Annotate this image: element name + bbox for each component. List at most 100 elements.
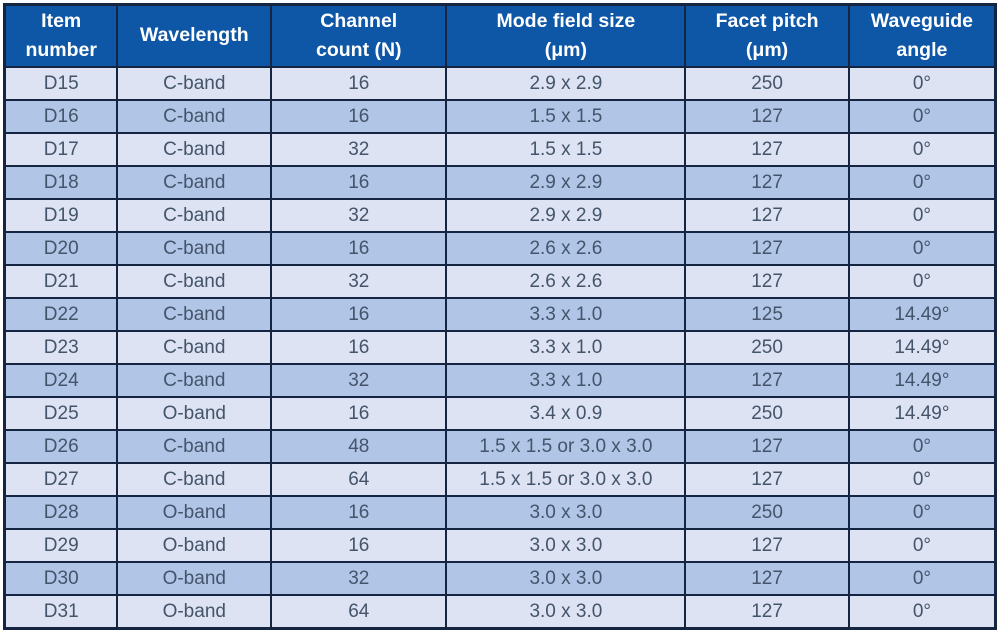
wavelength-cell: C-band bbox=[116, 297, 273, 332]
item-number-cell: D27 bbox=[3, 462, 119, 497]
waveguide-angle-cell: 14.49° bbox=[847, 396, 997, 431]
waveguide-angle-cell: 0° bbox=[847, 99, 997, 134]
facet-pitch-cell: 250 bbox=[684, 330, 850, 365]
facet-pitch-cell: 125 bbox=[684, 297, 850, 332]
header-line: Wavelength bbox=[139, 24, 249, 47]
header-line: (μm) bbox=[544, 39, 588, 61]
channel-count-cell: 16 bbox=[270, 528, 448, 563]
item-number-cell: D19 bbox=[3, 198, 119, 233]
channel-count-cell: 16 bbox=[270, 231, 448, 266]
wavelength-cell: O-band bbox=[116, 495, 273, 530]
col-header-mode-field-size: Mode field size (μm) bbox=[445, 3, 687, 68]
waveguide-angle-cell: 0° bbox=[847, 66, 997, 101]
mode-field-size-cell: 2.9 x 2.9 bbox=[445, 165, 687, 200]
waveguide-angle-cell: 0° bbox=[847, 165, 997, 200]
item-number-cell: D28 bbox=[3, 495, 119, 530]
waveguide-angle-cell: 0° bbox=[847, 462, 997, 497]
facet-pitch-cell: 127 bbox=[684, 429, 850, 464]
waveguide-angle-cell: 0° bbox=[847, 132, 997, 167]
channel-count-cell: 16 bbox=[270, 495, 448, 530]
facet-pitch-cell: 127 bbox=[684, 528, 850, 563]
item-number-cell: D29 bbox=[3, 528, 119, 563]
wavelength-cell: C-band bbox=[116, 165, 273, 200]
item-number-cell: D18 bbox=[3, 165, 119, 200]
channel-count-cell: 32 bbox=[270, 264, 448, 299]
wavelength-cell: C-band bbox=[116, 363, 273, 398]
col-header-facet-pitch: Facet pitch (μm) bbox=[684, 3, 850, 68]
table-row: D18 C-band 16 2.9 x 2.9 127 0° bbox=[3, 165, 997, 200]
mode-field-size-cell: 3.0 x 3.0 bbox=[445, 528, 687, 563]
mode-field-size-cell: 2.6 x 2.6 bbox=[445, 231, 687, 266]
waveguide-angle-cell: 0° bbox=[847, 264, 997, 299]
waveguide-angle-cell: 0° bbox=[847, 198, 997, 233]
table-header: Item number Wavelength Channel count (N)… bbox=[3, 3, 997, 68]
facet-pitch-cell: 127 bbox=[684, 165, 850, 200]
mode-field-size-cell: 3.0 x 3.0 bbox=[445, 495, 687, 530]
channel-count-cell: 32 bbox=[270, 198, 448, 233]
table-row: D15 C-band 16 2.9 x 2.9 250 0° bbox=[3, 66, 997, 101]
header-line: Item bbox=[41, 9, 82, 32]
facet-pitch-cell: 127 bbox=[684, 561, 850, 596]
channel-count-cell: 16 bbox=[270, 330, 448, 365]
table-row: D30 O-band 32 3.0 x 3.0 127 0° bbox=[3, 561, 997, 596]
wavelength-cell: O-band bbox=[116, 594, 273, 630]
table-body: D15 C-band 16 2.9 x 2.9 250 0° D16 C-ban… bbox=[3, 66, 997, 630]
facet-pitch-cell: 250 bbox=[684, 396, 850, 431]
channel-count-cell: 64 bbox=[270, 462, 448, 497]
header-line: Waveguide bbox=[870, 9, 973, 32]
wavelength-cell: C-band bbox=[116, 231, 273, 266]
channel-count-cell: 16 bbox=[270, 99, 448, 134]
header-line: angle bbox=[896, 39, 948, 61]
col-header-item-number: Item number bbox=[3, 3, 119, 68]
channel-count-cell: 48 bbox=[270, 429, 448, 464]
facet-pitch-cell: 127 bbox=[684, 594, 850, 630]
table-row: D16 C-band 16 1.5 x 1.5 127 0° bbox=[3, 99, 997, 134]
channel-count-cell: 64 bbox=[270, 594, 448, 630]
item-number-cell: D22 bbox=[3, 297, 119, 332]
facet-pitch-cell: 127 bbox=[684, 99, 850, 134]
mode-field-size-cell: 1.5 x 1.5 bbox=[445, 132, 687, 167]
header-line: (μm) bbox=[745, 39, 789, 61]
waveguide-angle-cell: 0° bbox=[847, 561, 997, 596]
table-row: D22 C-band 16 3.3 x 1.0 125 14.49° bbox=[3, 297, 997, 332]
channel-count-cell: 16 bbox=[270, 297, 448, 332]
item-number-cell: D17 bbox=[3, 132, 119, 167]
table-row: D17 C-band 32 1.5 x 1.5 127 0° bbox=[3, 132, 997, 167]
table-row: D20 C-band 16 2.6 x 2.6 127 0° bbox=[3, 231, 997, 266]
wavelength-cell: O-band bbox=[116, 561, 273, 596]
wavelength-cell: C-band bbox=[116, 264, 273, 299]
channel-count-cell: 32 bbox=[270, 132, 448, 167]
table-row: D27 C-band 64 1.5 x 1.5 or 3.0 x 3.0 127… bbox=[3, 462, 997, 497]
wavelength-cell: O-band bbox=[116, 396, 273, 431]
table-row: D21 C-band 32 2.6 x 2.6 127 0° bbox=[3, 264, 997, 299]
channel-count-cell: 16 bbox=[270, 66, 448, 101]
table-row: D23 C-band 16 3.3 x 1.0 250 14.49° bbox=[3, 330, 997, 365]
facet-pitch-cell: 127 bbox=[684, 198, 850, 233]
header-line: number bbox=[25, 39, 97, 61]
mode-field-size-cell: 1.5 x 1.5 or 3.0 x 3.0 bbox=[445, 462, 687, 497]
channel-count-cell: 16 bbox=[270, 396, 448, 431]
waveguide-angle-cell: 0° bbox=[847, 528, 997, 563]
mode-field-size-cell: 2.9 x 2.9 bbox=[445, 198, 687, 233]
header-line: Channel bbox=[320, 9, 398, 32]
mode-field-size-cell: 3.0 x 3.0 bbox=[445, 594, 687, 630]
mode-field-size-cell: 3.0 x 3.0 bbox=[445, 561, 687, 596]
item-number-cell: D23 bbox=[3, 330, 119, 365]
table-row: D26 C-band 48 1.5 x 1.5 or 3.0 x 3.0 127… bbox=[3, 429, 997, 464]
mode-field-size-cell: 2.6 x 2.6 bbox=[445, 264, 687, 299]
mode-field-size-cell: 3.3 x 1.0 bbox=[445, 363, 687, 398]
item-number-cell: D20 bbox=[3, 231, 119, 266]
table-row: D28 O-band 16 3.0 x 3.0 250 0° bbox=[3, 495, 997, 530]
waveguide-angle-cell: 14.49° bbox=[847, 330, 997, 365]
mode-field-size-cell: 3.3 x 1.0 bbox=[445, 330, 687, 365]
table-row: D29 O-band 16 3.0 x 3.0 127 0° bbox=[3, 528, 997, 563]
facet-pitch-cell: 250 bbox=[684, 495, 850, 530]
table-row: D19 C-band 32 2.9 x 2.9 127 0° bbox=[3, 198, 997, 233]
mode-field-size-cell: 2.9 x 2.9 bbox=[445, 66, 687, 101]
wavelength-cell: C-band bbox=[116, 66, 273, 101]
product-spec-table: Item number Wavelength Channel count (N)… bbox=[3, 3, 997, 630]
item-number-cell: D30 bbox=[3, 561, 119, 596]
channel-count-cell: 32 bbox=[270, 363, 448, 398]
item-number-cell: D26 bbox=[3, 429, 119, 464]
item-number-cell: D15 bbox=[3, 66, 119, 101]
